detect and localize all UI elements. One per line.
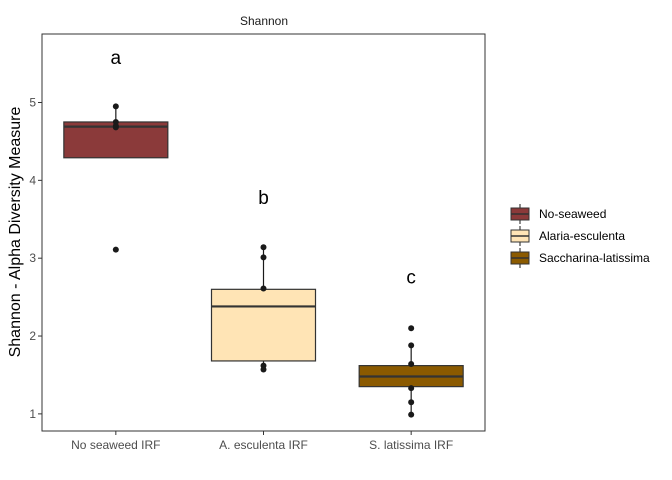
- legend-label: No-seaweed: [539, 207, 606, 221]
- significance-letter: c: [406, 268, 416, 289]
- data-point: [260, 244, 267, 251]
- facet-title: Shannon: [240, 14, 288, 28]
- y-tick-label: 5: [29, 96, 36, 110]
- legend: No-seaweed Alaria-esculenta Saccharina-lat…: [510, 204, 650, 268]
- data-point: [260, 254, 267, 261]
- data-point: [260, 366, 267, 373]
- x-axis: No seaweed IRF A. esculenta IRF S. latissi…: [71, 431, 453, 452]
- y-tick-label: 1: [29, 407, 36, 421]
- y-tick-label: 4: [29, 173, 36, 187]
- significance-letter: a: [111, 48, 122, 69]
- y-tick-label: 3: [29, 251, 36, 265]
- y-axis-title: Shannon - Alpha Diversity Measure: [7, 107, 24, 358]
- data-point: [408, 399, 415, 406]
- x-tick-label: S. latissima IRF: [369, 438, 453, 452]
- data-point: [112, 246, 119, 253]
- y-tick-label: 2: [29, 329, 36, 343]
- legend-label: Saccharina-latissima: [539, 251, 650, 265]
- legend-item: Alaria-esculenta: [510, 226, 625, 246]
- data-point: [408, 325, 415, 332]
- box-iqr: [210, 288, 317, 362]
- legend-item: Saccharina-latissima: [510, 248, 650, 268]
- data-point: [408, 361, 415, 368]
- legend-item: No-seaweed: [510, 204, 606, 224]
- box-group-saccharina-latissima: [358, 325, 464, 418]
- box-group-alaria-esculenta: [210, 244, 317, 373]
- x-tick-label: A. esculenta IRF: [219, 438, 308, 452]
- data-point: [408, 385, 415, 392]
- data-point: [112, 103, 119, 110]
- x-tick-label: No seaweed IRF: [71, 438, 160, 452]
- significance-letter: b: [258, 188, 269, 209]
- data-point: [408, 342, 415, 349]
- boxes-layer: [63, 103, 464, 418]
- data-point: [408, 411, 415, 418]
- data-point: [260, 285, 267, 292]
- data-point: [112, 124, 119, 131]
- box-group-no-seaweed: [63, 103, 169, 253]
- y-axis: 1 2 3 4 5: [29, 96, 42, 421]
- legend-label: Alaria-esculenta: [539, 229, 625, 243]
- significance-letters: a b c: [111, 48, 416, 289]
